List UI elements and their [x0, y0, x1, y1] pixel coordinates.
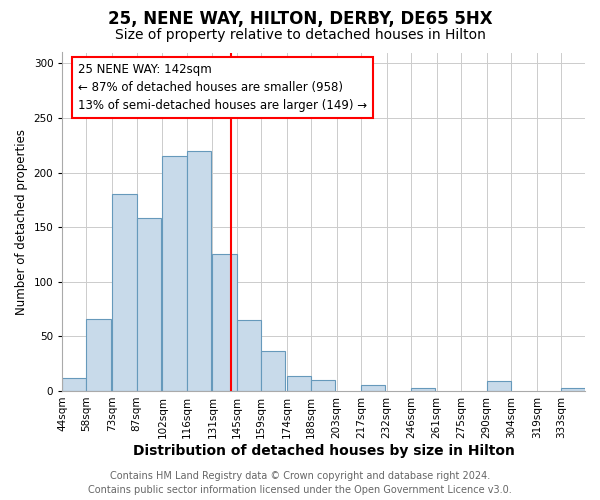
Bar	[212, 254, 236, 391]
Bar	[137, 218, 161, 391]
Bar	[311, 380, 335, 391]
Bar	[361, 386, 385, 391]
Bar	[163, 156, 187, 391]
Bar	[187, 151, 211, 391]
Bar	[62, 378, 86, 391]
Bar	[86, 319, 110, 391]
Text: 25 NENE WAY: 142sqm
← 87% of detached houses are smaller (958)
13% of semi-detac: 25 NENE WAY: 142sqm ← 87% of detached ho…	[78, 62, 367, 112]
Bar	[261, 350, 285, 391]
Y-axis label: Number of detached properties: Number of detached properties	[15, 128, 28, 314]
Bar	[561, 388, 585, 391]
Bar	[487, 381, 511, 391]
Bar	[112, 194, 137, 391]
X-axis label: Distribution of detached houses by size in Hilton: Distribution of detached houses by size …	[133, 444, 515, 458]
Text: Size of property relative to detached houses in Hilton: Size of property relative to detached ho…	[115, 28, 485, 42]
Bar	[236, 320, 261, 391]
Text: Contains HM Land Registry data © Crown copyright and database right 2024.
Contai: Contains HM Land Registry data © Crown c…	[88, 471, 512, 495]
Bar	[411, 388, 435, 391]
Bar	[287, 376, 311, 391]
Text: 25, NENE WAY, HILTON, DERBY, DE65 5HX: 25, NENE WAY, HILTON, DERBY, DE65 5HX	[107, 10, 493, 28]
